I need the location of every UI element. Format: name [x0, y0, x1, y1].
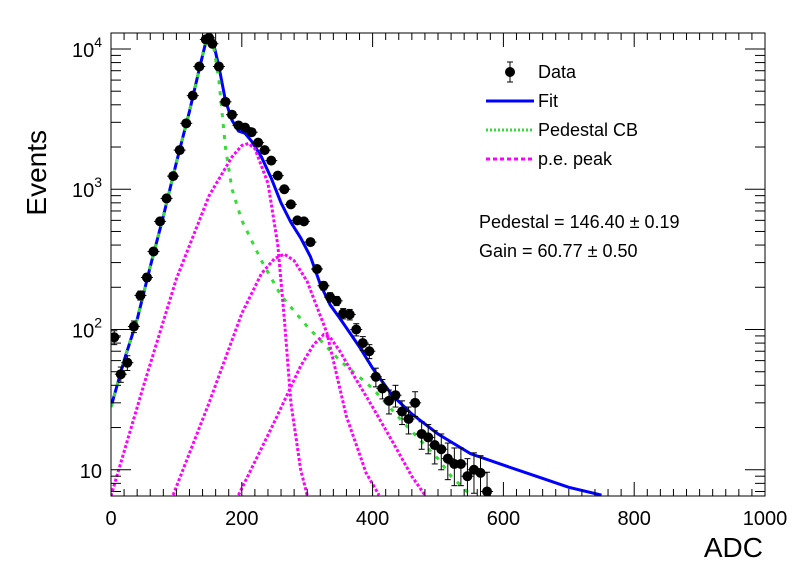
legend-entry-data: Data: [505, 61, 577, 83]
curve-fit: [111, 34, 602, 496]
data-points: [111, 33, 494, 496]
data-point: [193, 61, 206, 72]
y-axis: 10 102 103 104: [72, 34, 765, 492]
data-layer: [111, 33, 602, 496]
svg-text:p.e. peak: p.e. peak: [538, 149, 613, 169]
data-point: [147, 246, 160, 257]
data-point: [435, 433, 448, 471]
x-tick-label: 800: [618, 508, 651, 530]
data-point: [311, 263, 324, 274]
data-point: [363, 344, 376, 360]
y-tick-label: 102: [72, 315, 102, 343]
curves: [111, 34, 602, 496]
curve-p-e-peak-1: [111, 141, 309, 496]
data-point: [461, 458, 474, 496]
data-point: [317, 280, 330, 291]
data-point: [252, 137, 265, 148]
annotation-gain: Gain = 60.77 ± 0.50: [479, 241, 638, 261]
data-point: [206, 38, 219, 49]
data-point: [356, 336, 369, 351]
data-point: [111, 330, 121, 346]
legend-entry-fit: Fit: [486, 91, 558, 111]
data-point: [278, 184, 291, 195]
x-axis: 0 200 400 600 800 1000: [105, 33, 787, 530]
data-point: [219, 96, 232, 107]
legend-entry-p-e-peak: p.e. peak: [486, 149, 613, 169]
data-point: [114, 366, 127, 383]
data-point: [376, 379, 389, 400]
data-point: [474, 455, 487, 496]
data-point: [330, 295, 343, 307]
data-point: [265, 155, 278, 166]
svg-text:Data: Data: [538, 62, 577, 82]
data-point: [382, 389, 395, 415]
svg-text:Fit: Fit: [538, 91, 558, 111]
y-tick-label: 10: [80, 461, 102, 483]
annotations: Pedestal = 146.40 ± 0.19 Gain = 60.77 ± 0…: [479, 212, 680, 261]
x-tick-label: 600: [487, 508, 520, 530]
x-tick-label: 0: [105, 508, 116, 530]
data-point: [160, 193, 173, 204]
data-point: [343, 308, 356, 321]
data-point: [422, 424, 435, 455]
curve-pedestal-cb: [111, 34, 472, 496]
svg-text:Pedestal CB: Pedestal CB: [538, 120, 638, 140]
legend: Data Fit Pedestal CB p.e. peak: [486, 61, 638, 169]
data-point: [454, 447, 467, 487]
data-point: [167, 171, 180, 182]
data-point: [389, 384, 402, 408]
data-point: [402, 406, 415, 435]
data-point: [350, 323, 363, 337]
data-point: [225, 109, 238, 120]
annotation-pedestal: Pedestal = 146.40 ± 0.19: [479, 212, 680, 232]
y-axis-label: Events: [21, 130, 52, 216]
data-point: [258, 145, 271, 156]
data-point: [297, 216, 310, 227]
x-axis-label: ADC: [704, 532, 763, 563]
data-point: [284, 199, 297, 210]
data-point: [212, 61, 225, 72]
data-point: [186, 90, 199, 101]
data-point: [271, 170, 284, 181]
curve-p-e-peak-3: [237, 332, 427, 496]
data-point: [134, 290, 147, 301]
data-point: [121, 355, 134, 372]
legend-entry-pedestal-cb: Pedestal CB: [486, 120, 638, 140]
x-tick-label: 400: [356, 508, 389, 530]
data-point: [173, 145, 186, 156]
curve-p-e-peak-2: [171, 252, 381, 496]
x-tick-label: 200: [225, 508, 258, 530]
data-point: [140, 272, 153, 283]
data-point: [127, 320, 140, 334]
data-point: [481, 471, 494, 496]
plot-frame: [110, 32, 766, 497]
data-point: [409, 391, 422, 417]
data-point: [180, 118, 193, 129]
data-point: [154, 216, 167, 227]
y-tick-label: 104: [72, 34, 102, 62]
data-point: [396, 400, 409, 426]
data-point: [304, 237, 317, 248]
data-point: [245, 127, 258, 138]
y-tick-label: 103: [72, 174, 102, 202]
x-tick-label: 1000: [743, 508, 788, 530]
